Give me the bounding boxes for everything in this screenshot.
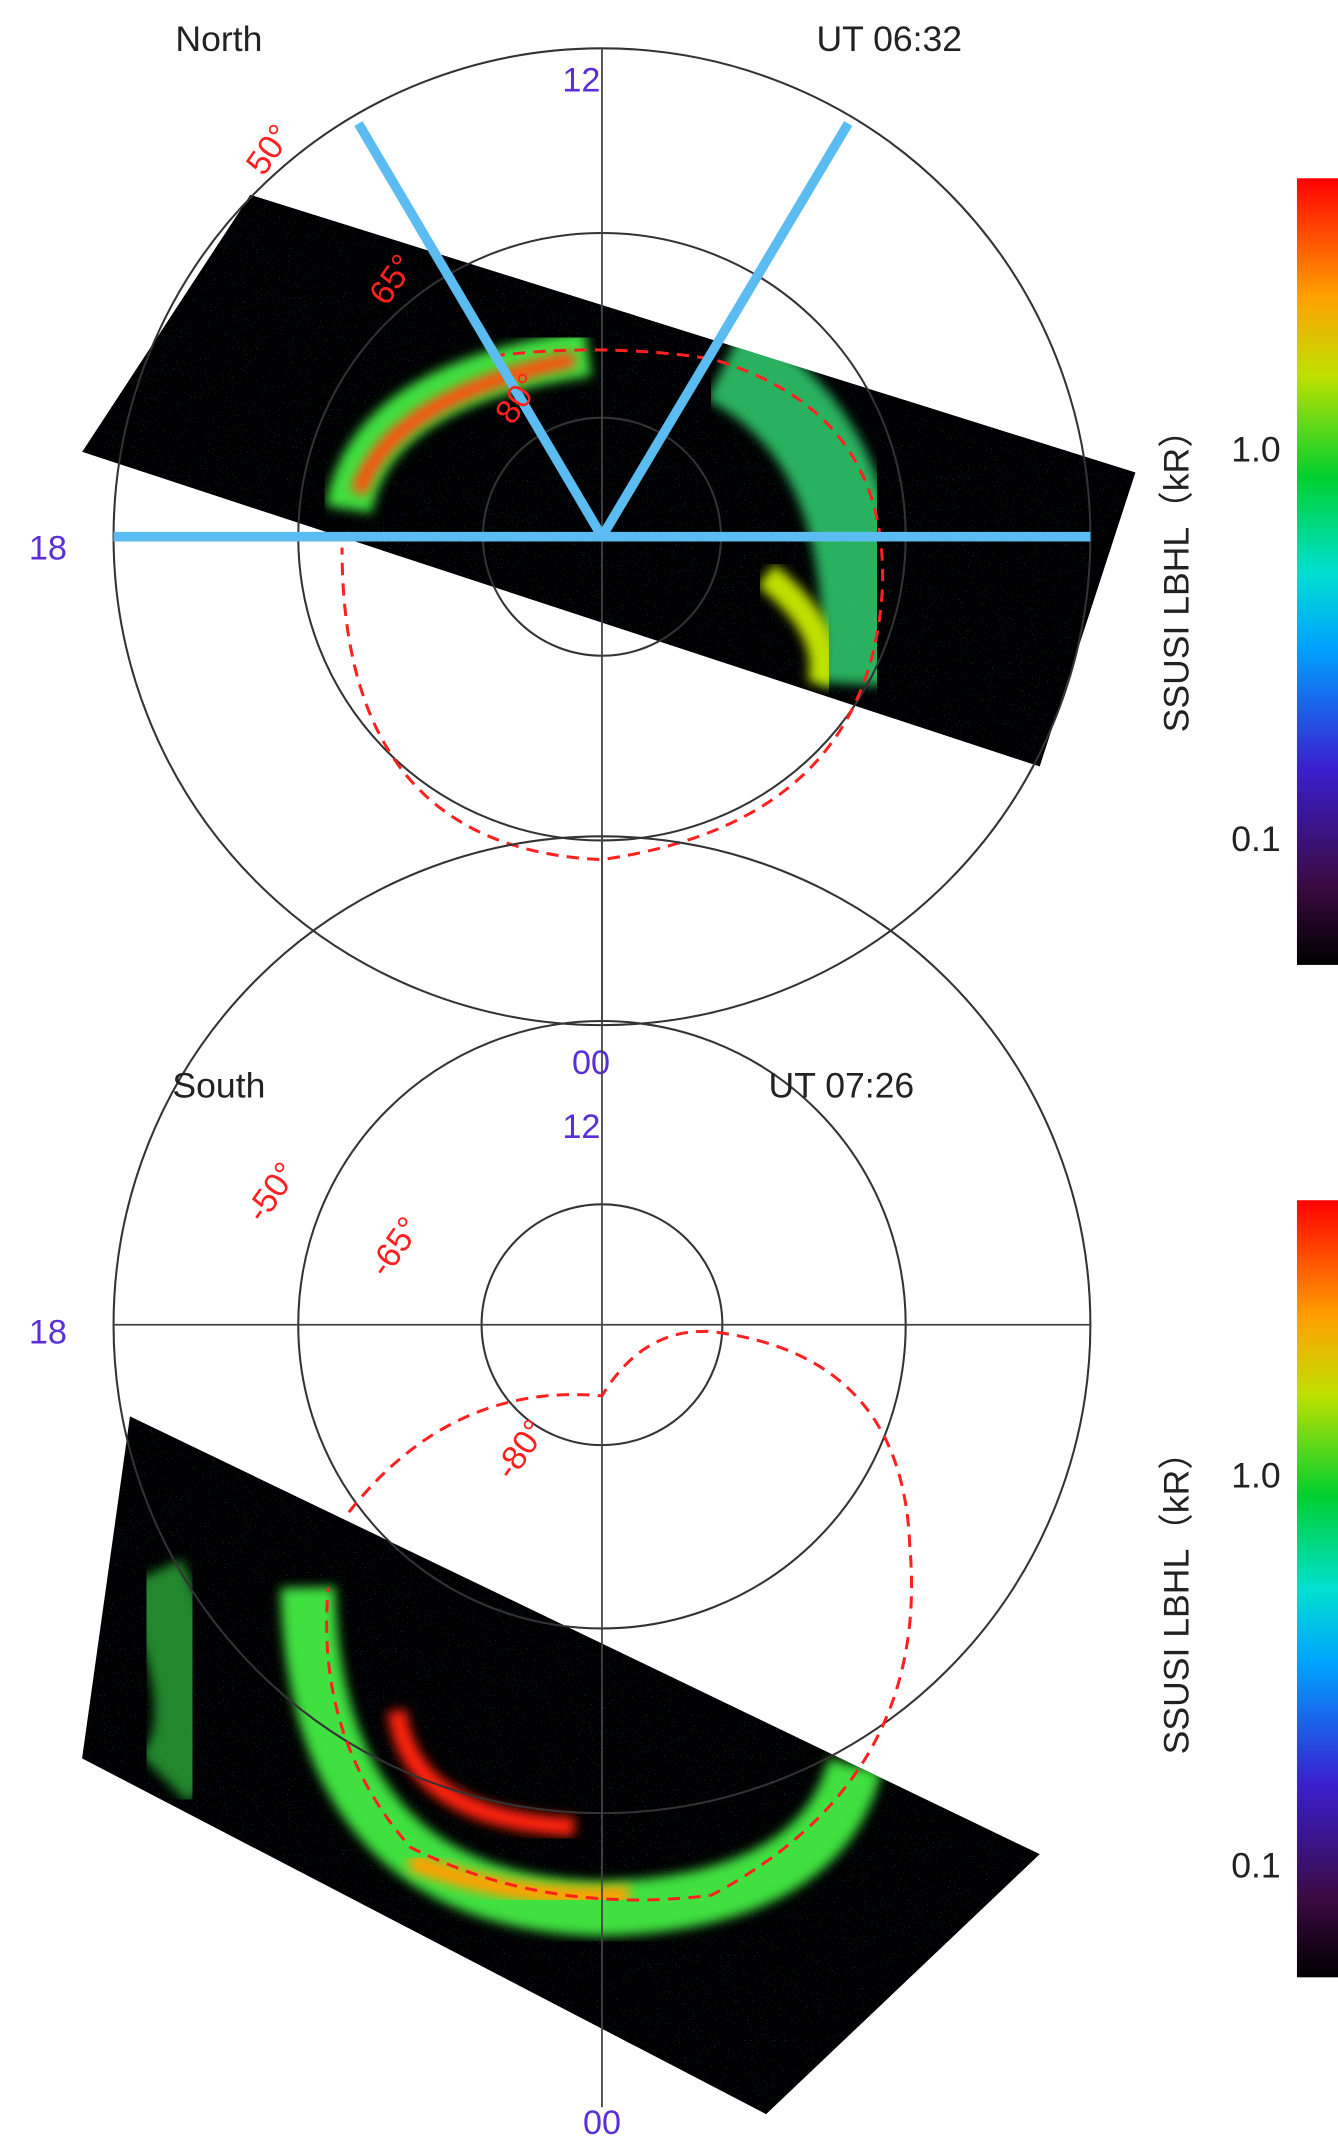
time: UT 06:32 <box>816 19 962 59</box>
colorbar-tick: 0.1 <box>1231 1845 1280 1885</box>
north-panel: North UT 06:32 12 18 00 50° 65° 80° SSUS… <box>29 19 1338 1082</box>
lat-label: -80° <box>487 1413 554 1486</box>
colorbar-tick: 1.0 <box>1231 1455 1280 1495</box>
mlt-label: 12 <box>562 1108 600 1146</box>
figure: North UT 06:32 12 18 00 50° 65° 80° SSUS… <box>0 0 1338 2146</box>
colorbar <box>1297 1200 1338 1977</box>
colorbar-tick: 0.1 <box>1231 819 1280 859</box>
lat-label: 50° <box>239 118 300 182</box>
hemisphere: North <box>175 19 262 59</box>
mlt-label: 00 <box>572 1044 610 1082</box>
time: UT 07:26 <box>769 1065 915 1105</box>
south-panel: South UT 07:26 12 18 00 -50° -65° -80° S… <box>29 836 1338 2142</box>
mlt-label: 18 <box>29 529 67 567</box>
hemisphere: South <box>172 1065 265 1105</box>
aurora <box>68 178 1149 780</box>
mlt-label: 12 <box>562 62 600 100</box>
lat-label: -50° <box>238 1156 305 1229</box>
colorbar-label: SSUSI LBHL（kR） <box>1157 412 1197 732</box>
mlt-label: 18 <box>29 1313 67 1351</box>
colorbar <box>1297 178 1338 965</box>
lat-label: -65° <box>361 1210 428 1283</box>
mlt-label: 00 <box>583 2104 621 2142</box>
colorbar-tick: 1.0 <box>1231 429 1280 469</box>
colorbar-label: SSUSI LBHL（kR） <box>1157 1434 1197 1754</box>
